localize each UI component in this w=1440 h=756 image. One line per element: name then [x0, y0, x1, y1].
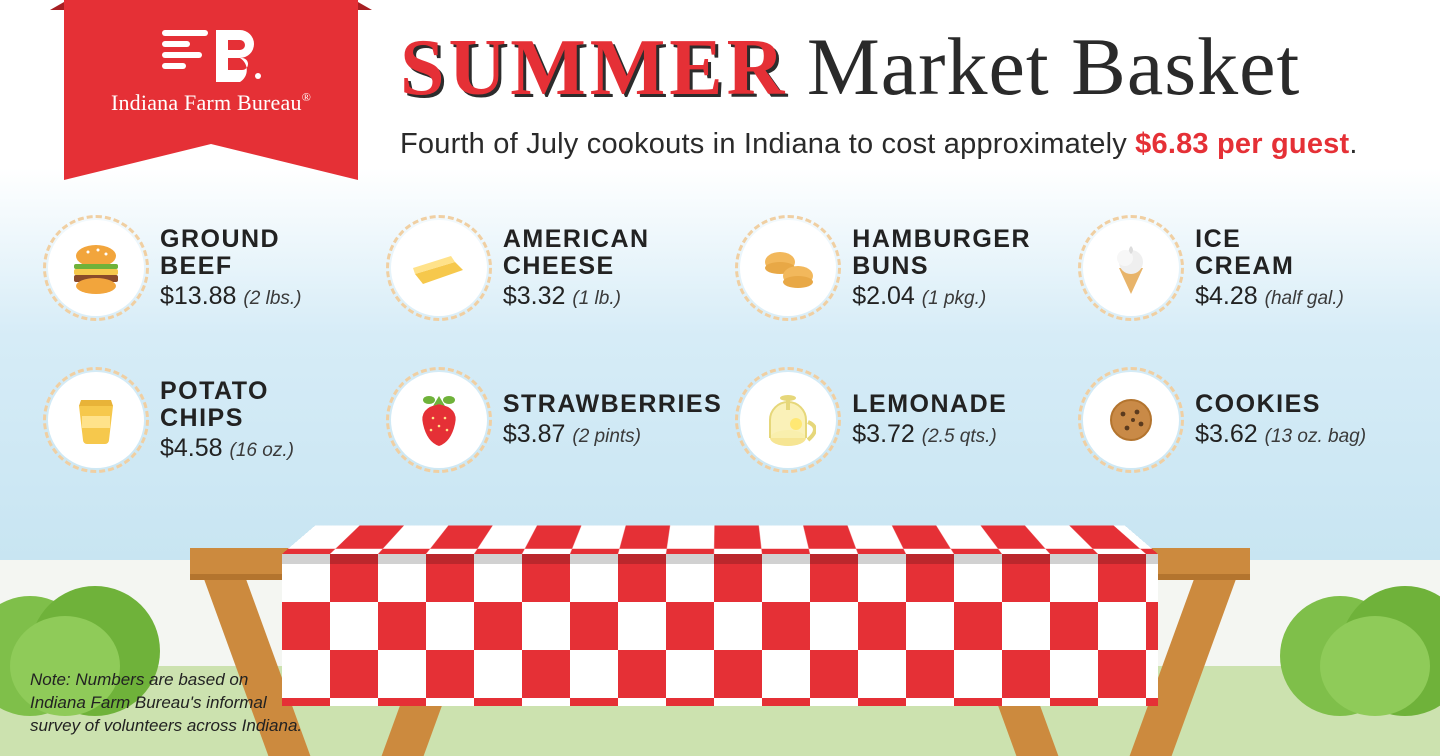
lemonade-icon — [740, 372, 836, 468]
headline-rest: Market Basket — [807, 21, 1300, 112]
brand-registered-mark: ® — [302, 90, 311, 104]
footnote-line-2: Indiana Farm Bureau's informal — [30, 692, 302, 715]
item-name: COOKIES — [1195, 391, 1366, 418]
item-price-unit: (16 oz.) — [230, 440, 294, 461]
item-label: LEMONADE$3.72 (2.5 qts.) — [852, 391, 1007, 449]
infographic-canvas: Indiana Farm Bureau® SUMMER Market Baske… — [0, 0, 1440, 756]
item-price-unit: (half gal.) — [1265, 288, 1344, 309]
subhead-highlight: $6.83 per guest — [1135, 128, 1349, 160]
headline-emphasis: SUMMER — [400, 24, 788, 112]
item-icecream: ICECREAM$4.28 (half gal.) — [1083, 220, 1408, 316]
footnote-line-1: Note: Numbers are based on — [30, 669, 302, 692]
tablecloth-hang — [282, 554, 1158, 706]
item-name: ICECREAM — [1195, 226, 1344, 280]
item-label: GROUNDBEEF$13.88 (2 lbs.) — [160, 226, 302, 311]
item-price: $13.88 (2 lbs.) — [160, 282, 302, 311]
item-price-value: $4.28 — [1195, 282, 1258, 310]
farm-bureau-logo-icon — [156, 26, 266, 82]
tablecloth-top — [282, 526, 1158, 554]
item-chips: POTATOCHIPS$4.58 (16 oz.) — [48, 372, 373, 468]
item-price-value: $3.62 — [1195, 420, 1258, 448]
item-cheese: AMERICANCHEESE$3.32 (1 lb.) — [391, 220, 722, 316]
item-price-unit: (2 lbs.) — [243, 288, 301, 309]
item-name: STRAWBERRIES — [503, 391, 722, 418]
item-price-value: $4.58 — [160, 434, 223, 462]
item-cookie: COOKIES$3.62 (13 oz. bag) — [1083, 372, 1408, 468]
ribbon-fold-left — [50, 2, 64, 10]
item-price: $2.04 (1 pkg.) — [852, 282, 1031, 311]
item-name-line2: CREAM — [1195, 253, 1344, 280]
strawberry-icon — [391, 372, 487, 468]
picnic-table — [190, 496, 1250, 756]
item-name-line1: HAMBURGER — [852, 226, 1031, 253]
footnote-line-3: survey of volunteers across Indiana. — [30, 715, 302, 738]
brand-name: Indiana Farm Bureau® — [111, 90, 311, 116]
item-name: AMERICANCHEESE — [503, 226, 650, 280]
item-name-line2: BUNS — [852, 253, 1031, 280]
item-name: HAMBURGERBUNS — [852, 226, 1031, 280]
item-price-unit: (2 pints) — [572, 426, 641, 447]
brand-logo-box: Indiana Farm Bureau® — [64, 0, 358, 144]
item-label: POTATOCHIPS$4.58 (16 oz.) — [160, 378, 294, 463]
item-label: HAMBURGERBUNS$2.04 (1 pkg.) — [852, 226, 1031, 311]
item-name: POTATOCHIPS — [160, 378, 294, 432]
footnote: Note: Numbers are based on Indiana Farm … — [30, 669, 302, 738]
item-price-unit: (1 lb.) — [572, 288, 621, 309]
item-price: $3.72 (2.5 qts.) — [852, 420, 1007, 449]
items-grid: GROUNDBEEF$13.88 (2 lbs.)AMERICANCHEESE$… — [48, 220, 1408, 468]
item-buns: HAMBURGERBUNS$2.04 (1 pkg.) — [740, 220, 1065, 316]
brand-name-text: Indiana Farm Bureau — [111, 90, 302, 115]
headline: SUMMER Market Basket — [400, 20, 1400, 104]
burger-icon — [48, 220, 144, 316]
item-name-line1: ICE — [1195, 226, 1344, 253]
chips-icon — [48, 372, 144, 468]
item-name-line1: LEMONADE — [852, 391, 1007, 418]
item-name-line2: CHIPS — [160, 405, 294, 432]
item-label: STRAWBERRIES$3.87 (2 pints) — [503, 391, 722, 449]
item-price: $3.32 (1 lb.) — [503, 282, 650, 311]
subhead-prefix: Fourth of July cookouts in Indiana to co… — [400, 128, 1135, 160]
bush-right — [1280, 586, 1440, 716]
item-price-value: $3.72 — [852, 420, 915, 448]
item-price: $3.87 (2 pints) — [503, 420, 722, 449]
subheadline: Fourth of July cookouts in Indiana to co… — [400, 128, 1358, 161]
buns-icon — [740, 220, 836, 316]
item-name-line2: CHEESE — [503, 253, 650, 280]
ribbon-fold-right — [358, 2, 372, 10]
item-price-unit: (1 pkg.) — [922, 288, 986, 309]
cheese-icon — [391, 220, 487, 316]
item-name-line1: AMERICAN — [503, 226, 650, 253]
item-name-line1: GROUND — [160, 226, 302, 253]
item-price-value: $3.32 — [503, 282, 566, 310]
item-price-unit: (2.5 qts.) — [922, 426, 997, 447]
item-price: $4.28 (half gal.) — [1195, 282, 1344, 311]
brand-ribbon: Indiana Farm Bureau® — [64, 0, 358, 164]
item-price-value: $13.88 — [160, 282, 236, 310]
item-name-line1: STRAWBERRIES — [503, 391, 722, 418]
item-price: $3.62 (13 oz. bag) — [1195, 420, 1366, 449]
item-label: ICECREAM$4.28 (half gal.) — [1195, 226, 1344, 311]
item-name-line1: COOKIES — [1195, 391, 1366, 418]
item-name: GROUNDBEEF — [160, 226, 302, 280]
item-name-line2: BEEF — [160, 253, 302, 280]
item-burger: GROUNDBEEF$13.88 (2 lbs.) — [48, 220, 373, 316]
item-label: AMERICANCHEESE$3.32 (1 lb.) — [503, 226, 650, 311]
item-price: $4.58 (16 oz.) — [160, 434, 294, 463]
item-name: LEMONADE — [852, 391, 1007, 418]
item-price-unit: (13 oz. bag) — [1265, 426, 1366, 447]
item-name-line1: POTATO — [160, 378, 294, 405]
icecream-icon — [1083, 220, 1179, 316]
cookie-icon — [1083, 372, 1179, 468]
item-lemonade: LEMONADE$3.72 (2.5 qts.) — [740, 372, 1065, 468]
item-label: COOKIES$3.62 (13 oz. bag) — [1195, 391, 1366, 449]
item-strawberry: STRAWBERRIES$3.87 (2 pints) — [391, 372, 722, 468]
item-price-value: $2.04 — [852, 282, 915, 310]
item-price-value: $3.87 — [503, 420, 566, 448]
subhead-suffix: . — [1349, 128, 1357, 160]
tablecloth — [282, 496, 1158, 706]
